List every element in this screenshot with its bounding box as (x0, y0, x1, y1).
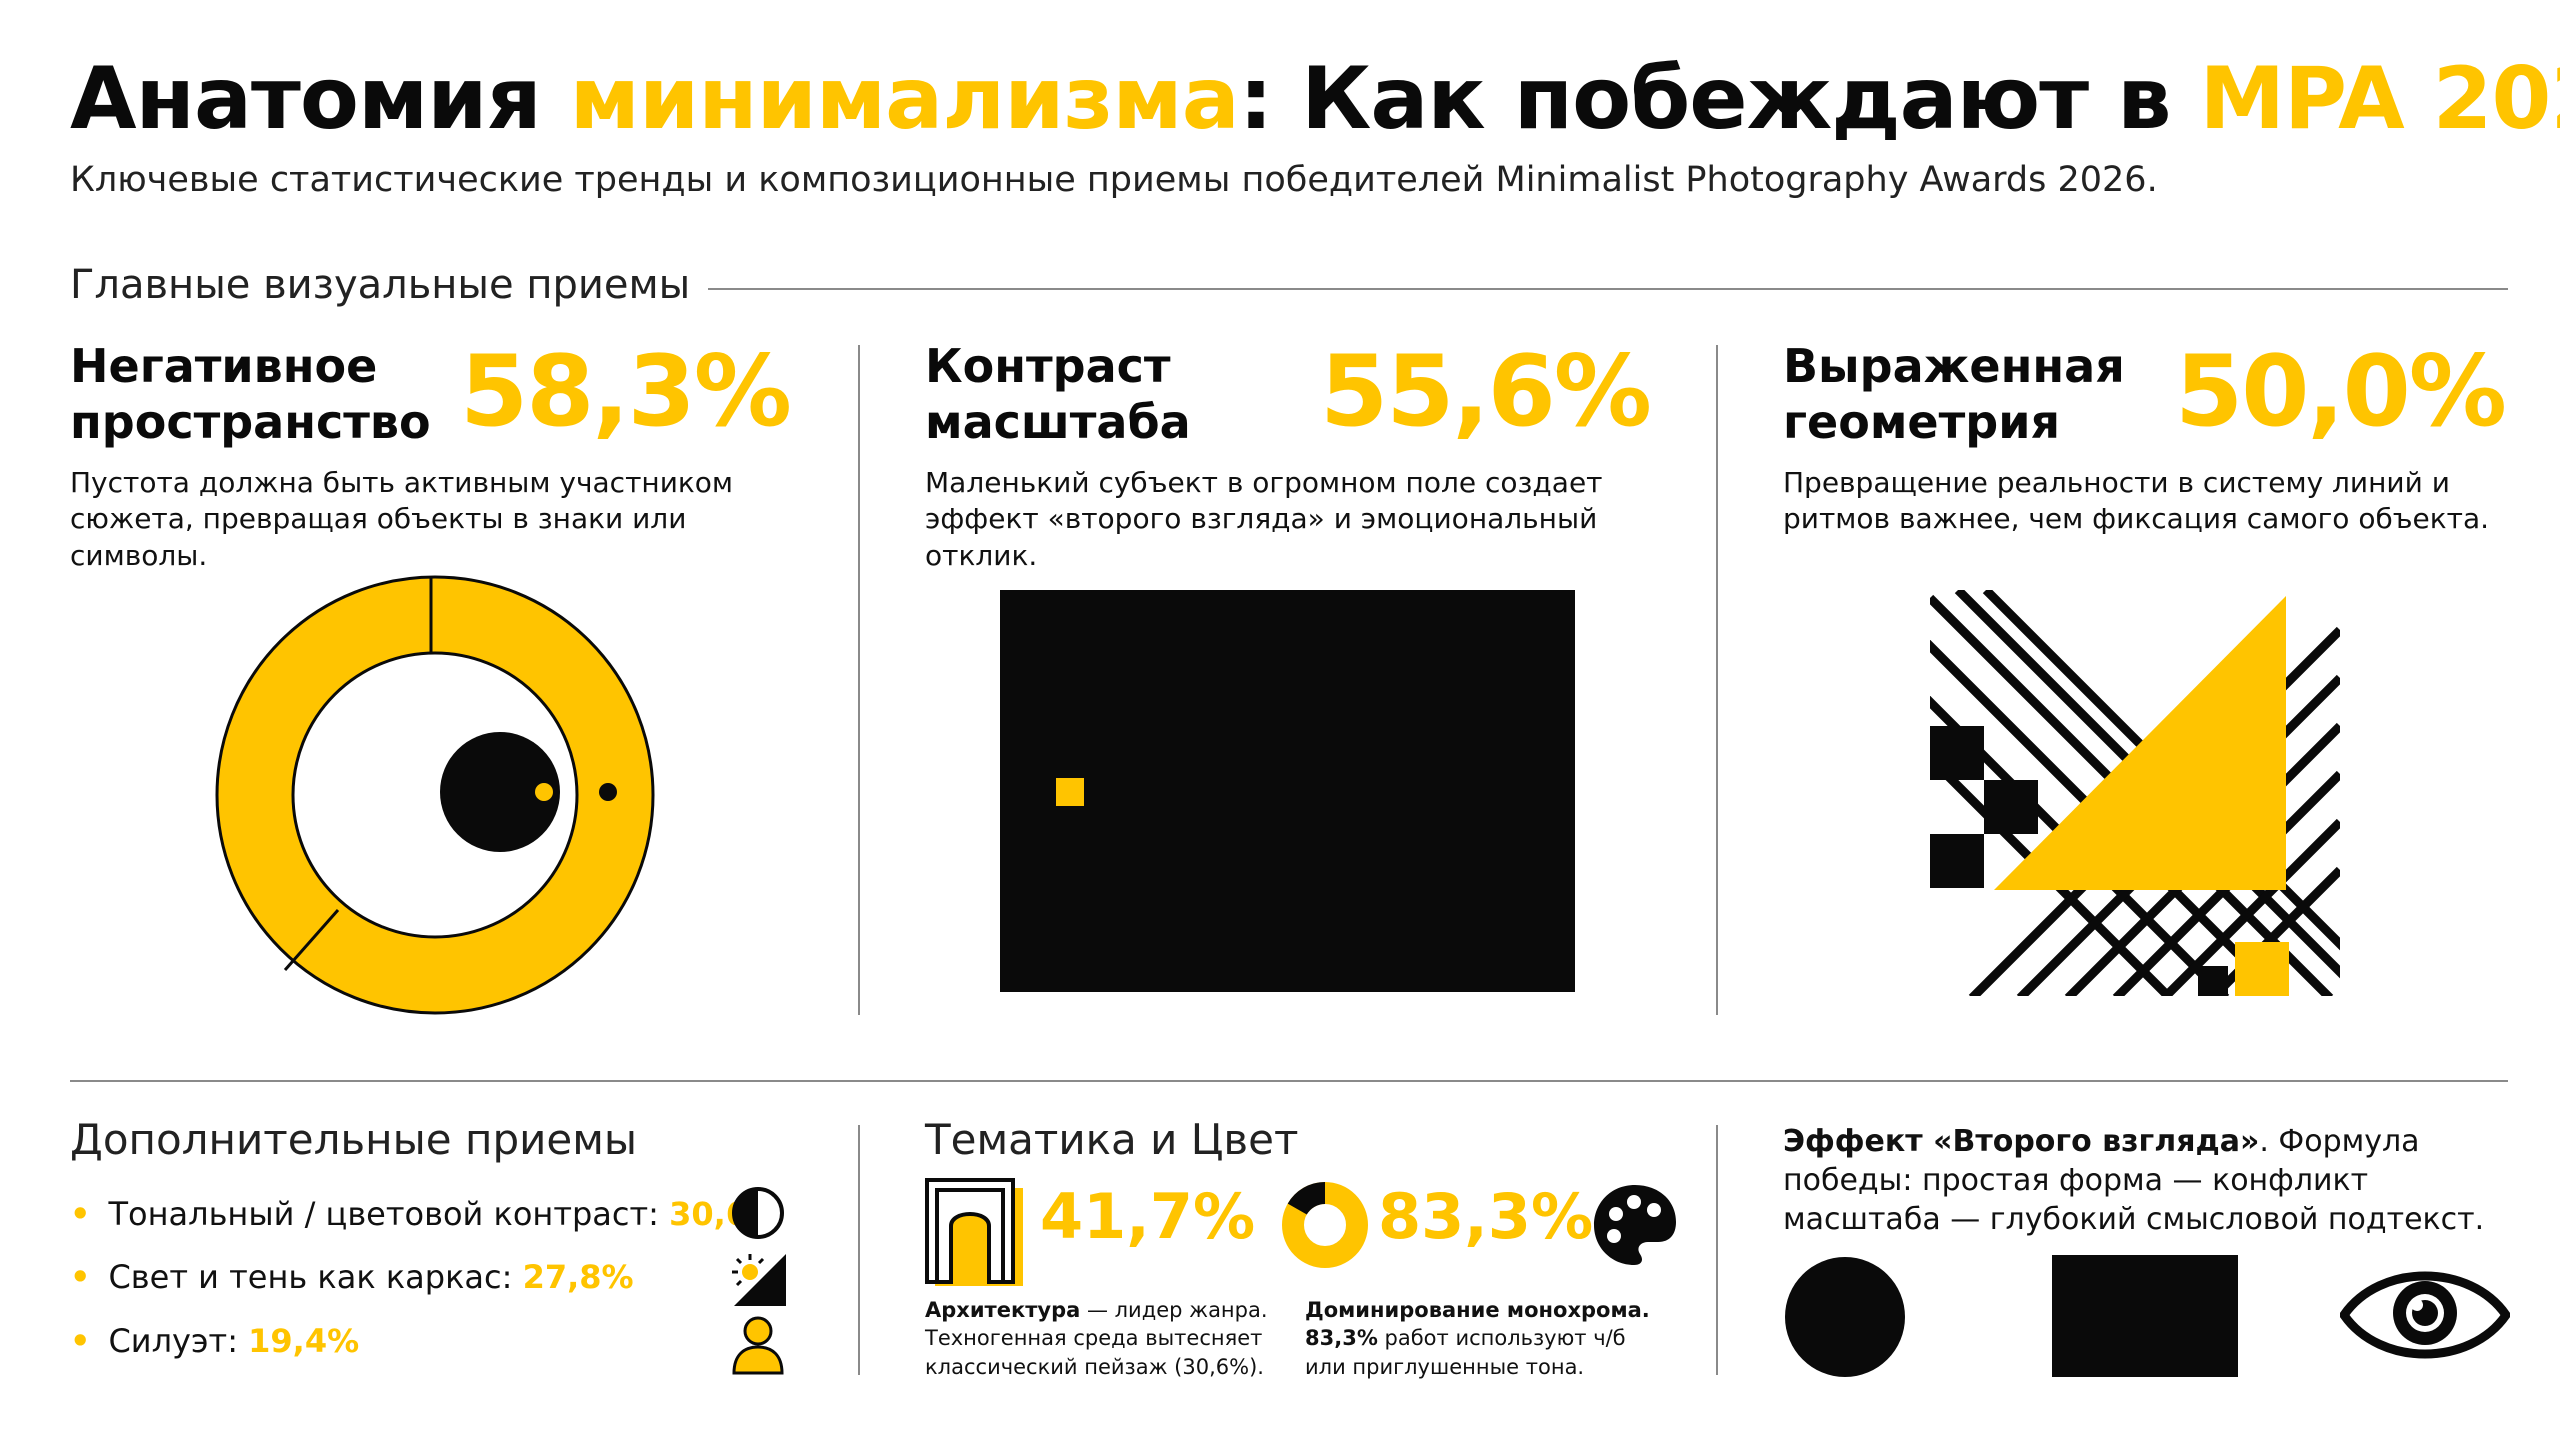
col3-heading-line2: геометрия (1783, 395, 2060, 450)
main-section-rule (708, 288, 2508, 290)
additional-section-title: Дополнительные приемы (70, 1115, 638, 1164)
bottom-section-rule (70, 1080, 2508, 1082)
large-black-field (1000, 590, 1575, 992)
negative-space-ring-diagram (215, 575, 655, 1015)
title-part-1: Анатомия (70, 49, 570, 149)
ring-divider-bottom (283, 909, 340, 971)
additional-item-3: • Силуэт: 19,4% (70, 1322, 359, 1360)
divider-bottom-2 (1716, 1125, 1718, 1375)
ring-yellow-dot (535, 783, 553, 801)
monochrome-caption-rest: работ используют ч/б (1377, 1326, 1626, 1351)
page-subtitle: Ключевые статистические тренды и компози… (70, 160, 2158, 200)
architecture-caption: Архитектура — лидер жанра. Техногенная с… (925, 1296, 1285, 1381)
palette-icon (1594, 1185, 1676, 1265)
page-title: Анатомия минимализма: Как побеждают в MP… (70, 52, 2560, 147)
effect-text-rest: . Формула победы: простая форма — конфли… (1783, 1124, 2485, 1237)
checker-square-1 (1930, 726, 1984, 780)
monochrome-value: 83,3% (1378, 1180, 1594, 1253)
divider-bottom-1 (858, 1125, 860, 1375)
effect-text: Эффект «Второго взгляда». Формула победы… (1783, 1122, 2503, 1239)
theme-section-title: Тематика и Цвет (925, 1115, 1299, 1164)
additional-item-2-value: 27,8% (522, 1258, 634, 1296)
ring-center-black-disc (440, 732, 560, 852)
col3-heading: Выраженная геометрия (1783, 338, 2125, 450)
col1-heading-line1: Негативное (70, 339, 378, 393)
small-yellow-square (2235, 942, 2289, 996)
checker-square-3 (1930, 834, 1984, 888)
main-section-title: Главные визуальные приемы (70, 262, 691, 308)
divider-col1-col2 (858, 345, 860, 1015)
architecture-caption-line3: классический пейзаж (30,6%). (925, 1354, 1264, 1379)
monochrome-caption-line3: или приглушенные тона. (1305, 1354, 1585, 1379)
additional-item-3-label: Силуэт: (108, 1322, 249, 1360)
title-part-2: минимализма (569, 49, 1240, 149)
architecture-caption-rest: — лидер жанра. (1080, 1298, 1268, 1322)
col3-description: Превращение реальности в систему линий и… (1783, 466, 2490, 536)
scale-contrast-diagram (1000, 590, 1575, 992)
effect-text-bold: Эффект «Второго взгляда» (1783, 1124, 2260, 1159)
monochrome-caption: Доминирование монохрома. 83,3% работ исп… (1305, 1296, 1705, 1381)
checker-square-2 (1984, 780, 2038, 834)
half-circle-icon (732, 1187, 784, 1239)
monochrome-donut-chart (1282, 1182, 1368, 1268)
bullet-dot: • (70, 1195, 91, 1233)
monochrome-caption-percent: 83,3% (1305, 1326, 1378, 1351)
architecture-caption-line2: Техногенная среда вытесняет (925, 1326, 1263, 1351)
architecture-value: 41,7% (1040, 1180, 1256, 1253)
additional-item-2: • Свет и тень как каркас: 27,8% (70, 1258, 634, 1296)
additional-item-1-label: Тональный / цветовой контраст: (108, 1195, 670, 1233)
architecture-arch-icon (925, 1178, 1023, 1286)
col2-description: Маленький субъект в огромном поле создае… (925, 466, 1603, 572)
architecture-caption-bold: Архитектура (925, 1298, 1081, 1322)
title-part-3: : Как побеждают в (1238, 49, 2200, 149)
col1-heading-line2: пространство (70, 395, 431, 450)
bullet-dot: • (70, 1258, 91, 1296)
ring-outer-edge (215, 575, 655, 1015)
black-rectangle-shape (2052, 1255, 2238, 1377)
col1-heading: Негативное пространство (70, 338, 431, 450)
additional-item-3-value: 19,4% (248, 1322, 360, 1360)
col2-heading-line1: Контраст (925, 339, 1171, 393)
divider-col2-col3 (1716, 345, 1718, 1015)
title-part-4: MPA 2026 (2199, 49, 2560, 149)
small-yellow-subject (1056, 778, 1084, 806)
additional-item-1: • Тональный / цветовой контраст: 30,6% (70, 1195, 780, 1233)
additional-item-2-label: Свет и тень как каркас: (108, 1258, 523, 1296)
col2-heading: Контраст масштаба (925, 338, 1191, 450)
ring-black-dot (599, 783, 617, 801)
ring-inner-edge (291, 651, 579, 939)
col1-percent: 58,3% (460, 335, 792, 449)
geometry-diagram (1930, 590, 2340, 996)
donut-dark-slice (1287, 1182, 1326, 1216)
monochrome-caption-bold: Доминирование монохрома. (1305, 1298, 1650, 1322)
small-black-square (2198, 966, 2228, 996)
col2-heading-line2: масштаба (925, 395, 1191, 450)
person-silhouette-icon (732, 1316, 784, 1375)
sun-shadow-icon (732, 1254, 786, 1306)
col1-description: Пустота должна быть активным участником … (70, 466, 734, 572)
col2-percent: 55,6% (1320, 335, 1652, 449)
black-circle-shape (1785, 1257, 1905, 1377)
yellow-triangle (1994, 596, 2286, 890)
bullet-dot: • (70, 1322, 91, 1360)
col3-percent: 50,0% (2175, 335, 2507, 449)
col3-heading-line1: Выраженная (1783, 339, 2125, 393)
eye-icon (2340, 1271, 2510, 1359)
